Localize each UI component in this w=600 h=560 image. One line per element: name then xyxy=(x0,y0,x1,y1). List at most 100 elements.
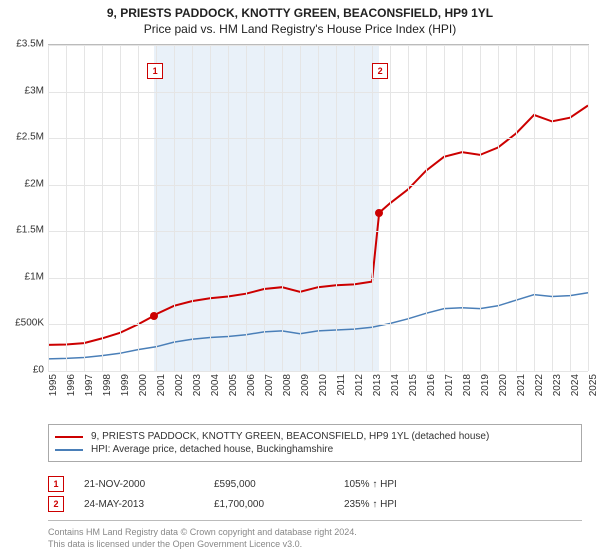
gridline-v xyxy=(192,45,193,371)
legend-item: HPI: Average price, detached house, Buck… xyxy=(55,444,575,455)
gridline-v xyxy=(48,45,49,371)
sale-marker-badge: 2 xyxy=(48,496,64,512)
gridline-v xyxy=(138,45,139,371)
footer-line: Contains HM Land Registry data © Crown c… xyxy=(48,527,582,539)
footer-line: This data is licensed under the Open Gov… xyxy=(48,539,582,551)
x-tick-label: 2014 xyxy=(390,374,401,396)
x-axis: 1995199619971998199920002001200220032004… xyxy=(48,370,588,420)
legend-swatch xyxy=(55,449,83,451)
footer: Contains HM Land Registry data © Crown c… xyxy=(48,520,582,550)
title-block: 9, PRIESTS PADDOCK, KNOTTY GREEN, BEACON… xyxy=(0,0,600,38)
gridline-v xyxy=(120,45,121,371)
x-tick-label: 2013 xyxy=(372,374,383,396)
gridline-v xyxy=(372,45,373,371)
gridline-v xyxy=(318,45,319,371)
x-tick-label: 2019 xyxy=(480,374,491,396)
x-tick-label: 1998 xyxy=(102,374,113,396)
gridline-v xyxy=(480,45,481,371)
x-tick-label: 1999 xyxy=(120,374,131,396)
sale-price: £595,000 xyxy=(214,479,344,490)
x-tick-label: 2000 xyxy=(138,374,149,396)
legend-swatch xyxy=(55,436,83,438)
gridline-v xyxy=(174,45,175,371)
gridline-v xyxy=(444,45,445,371)
x-tick-label: 2015 xyxy=(408,374,419,396)
y-tick-label: £3M xyxy=(25,85,44,96)
x-tick-label: 1997 xyxy=(84,374,95,396)
sale-marker-box: 2 xyxy=(372,63,388,79)
sale-dot xyxy=(375,209,383,217)
x-tick-label: 2004 xyxy=(210,374,221,396)
gridline-v xyxy=(408,45,409,371)
chart-container: 9, PRIESTS PADDOCK, KNOTTY GREEN, BEACON… xyxy=(0,0,600,560)
gridline-v xyxy=(516,45,517,371)
x-tick-label: 2002 xyxy=(174,374,185,396)
sale-date: 21-NOV-2000 xyxy=(84,479,214,490)
chart-title: 9, PRIESTS PADDOCK, KNOTTY GREEN, BEACON… xyxy=(0,6,600,20)
x-tick-label: 2020 xyxy=(498,374,509,396)
gridline-v xyxy=(84,45,85,371)
gridline-v xyxy=(228,45,229,371)
x-tick-label: 2022 xyxy=(534,374,545,396)
sale-marker-box: 1 xyxy=(147,63,163,79)
legend-label: HPI: Average price, detached house, Buck… xyxy=(91,444,333,455)
x-tick-label: 2017 xyxy=(444,374,455,396)
sales-table: 1 21-NOV-2000 £595,000 105% ↑ HPI 2 24-M… xyxy=(48,472,582,516)
gridline-v xyxy=(462,45,463,371)
x-tick-label: 2008 xyxy=(282,374,293,396)
gridline-v xyxy=(264,45,265,371)
y-axis: £0£500K£1M£1.5M£2M£2.5M£3M£3.5M xyxy=(0,44,48,370)
x-tick-label: 2024 xyxy=(570,374,581,396)
y-tick-label: £1M xyxy=(25,271,44,282)
gridline-v xyxy=(210,45,211,371)
x-tick-label: 2007 xyxy=(264,374,275,396)
gridline-v xyxy=(588,45,589,371)
gridline-v xyxy=(552,45,553,371)
x-tick-label: 2011 xyxy=(336,374,347,396)
y-tick-label: £3.5M xyxy=(16,39,44,50)
y-tick-label: £2M xyxy=(25,178,44,189)
gridline-v xyxy=(156,45,157,371)
gridline-v xyxy=(354,45,355,371)
gridline-v xyxy=(282,45,283,371)
gridline-v xyxy=(498,45,499,371)
x-tick-label: 2010 xyxy=(318,374,329,396)
gridline-v xyxy=(534,45,535,371)
gridline-v xyxy=(390,45,391,371)
y-tick-label: £2.5M xyxy=(16,132,44,143)
sale-delta: 105% ↑ HPI xyxy=(344,479,474,490)
gridline-v xyxy=(246,45,247,371)
legend-label: 9, PRIESTS PADDOCK, KNOTTY GREEN, BEACON… xyxy=(91,431,489,442)
plot-area: 12 xyxy=(48,44,589,371)
x-tick-label: 2021 xyxy=(516,374,527,396)
gridline-v xyxy=(102,45,103,371)
gridline-v xyxy=(66,45,67,371)
sale-marker-badge: 1 xyxy=(48,476,64,492)
y-tick-label: £500K xyxy=(15,318,44,329)
x-tick-label: 2025 xyxy=(588,374,599,396)
x-tick-label: 1995 xyxy=(48,374,59,396)
sales-row: 2 24-MAY-2013 £1,700,000 235% ↑ HPI xyxy=(48,496,582,512)
chart-subtitle: Price paid vs. HM Land Registry's House … xyxy=(0,22,600,36)
gridline-v xyxy=(336,45,337,371)
x-tick-label: 2016 xyxy=(426,374,437,396)
gridline-v xyxy=(426,45,427,371)
legend: 9, PRIESTS PADDOCK, KNOTTY GREEN, BEACON… xyxy=(48,424,582,462)
x-tick-label: 2018 xyxy=(462,374,473,396)
x-tick-label: 2012 xyxy=(354,374,365,396)
x-tick-label: 1996 xyxy=(66,374,77,396)
x-tick-label: 2023 xyxy=(552,374,563,396)
sale-dot xyxy=(150,312,158,320)
sale-date: 24-MAY-2013 xyxy=(84,499,214,510)
x-tick-label: 2009 xyxy=(300,374,311,396)
x-tick-label: 2005 xyxy=(228,374,239,396)
x-tick-label: 2006 xyxy=(246,374,257,396)
legend-item: 9, PRIESTS PADDOCK, KNOTTY GREEN, BEACON… xyxy=(55,431,575,442)
y-tick-label: £1.5M xyxy=(16,225,44,236)
sale-delta: 235% ↑ HPI xyxy=(344,499,474,510)
sales-row: 1 21-NOV-2000 £595,000 105% ↑ HPI xyxy=(48,476,582,492)
gridline-v xyxy=(570,45,571,371)
x-tick-label: 2001 xyxy=(156,374,167,396)
y-tick-label: £0 xyxy=(33,365,44,376)
gridline-v xyxy=(300,45,301,371)
